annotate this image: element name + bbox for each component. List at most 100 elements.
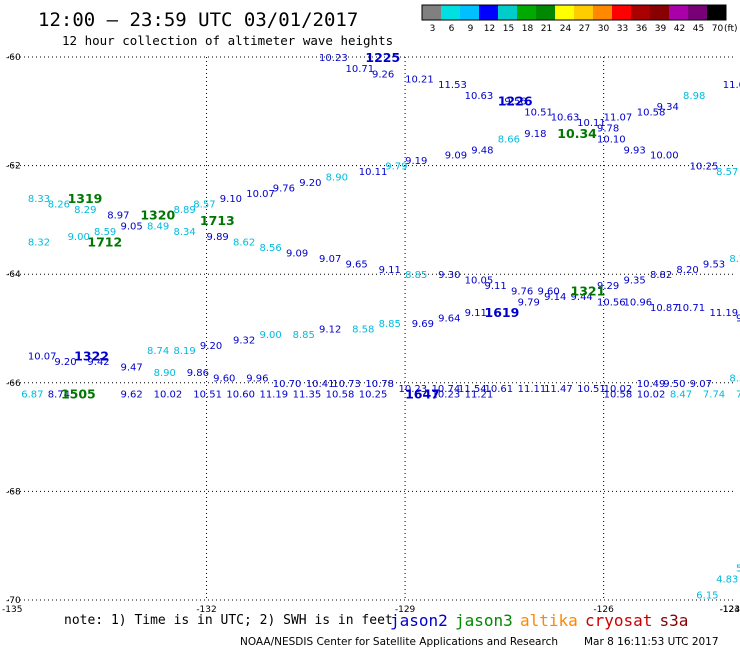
wave-height-point: 8.20 (676, 265, 698, 276)
wave-height-point: 10.00 (650, 151, 679, 162)
scale-swatch (460, 5, 479, 20)
pass-number-label: 1321 (571, 283, 606, 298)
wave-height-point: 11.19 (710, 308, 739, 319)
pass-number-label: 1505 (61, 387, 96, 402)
scale-swatch (517, 5, 536, 20)
wave-height-point: 9.76 (273, 183, 295, 194)
wave-height-point: 9.78 (597, 124, 619, 135)
wave-height-point: 10.07 (28, 352, 57, 363)
scale-swatch (669, 5, 688, 20)
wave-height-point: 8.34 (173, 227, 195, 238)
scale-label: 70 (712, 24, 724, 34)
wave-height-point: 11.53 (438, 80, 467, 91)
wave-height-point: 8.49 (147, 221, 169, 232)
legend-jason2: jason2 (390, 611, 448, 630)
wave-height-point: 10.63 (551, 113, 580, 124)
scale-label: 27 (579, 24, 590, 34)
wave-height-point: 9.65 (346, 259, 368, 270)
scale-label: 45 (693, 24, 704, 34)
wave-height-point: 8.29 (74, 205, 96, 216)
wave-height-point: 10.23 (319, 53, 348, 64)
wave-height-point: 8.26 (48, 200, 70, 211)
wave-height-point: 9.32 (233, 335, 255, 346)
wave-height-point: 10.07 (246, 189, 275, 200)
wave-height-point: 8.57 (193, 200, 215, 211)
x-tick-label: -135 (2, 605, 22, 615)
pass-number-label: 1322 (74, 349, 109, 364)
wave-height-point: 9.79 (518, 297, 540, 308)
wave-height-point: 10.25 (690, 162, 719, 173)
wave-height-point: 10.25 (359, 390, 388, 401)
wave-height-point: 8.74 (48, 390, 70, 401)
wave-height-point: 9.00 (68, 232, 90, 243)
wave-height-point: 8.59 (94, 227, 116, 238)
wave-height-point: 9.10 (220, 194, 242, 205)
wave-height-point: 8.19 (173, 346, 195, 357)
scale-swatch (441, 5, 460, 20)
wave-height-point: 10.02 (637, 390, 666, 401)
wave-height-point: 7.65 (736, 390, 740, 401)
wave-height-point: 9.30 (438, 270, 460, 281)
wave-height-point: 9.60 (537, 286, 559, 297)
pass-number-label: 1712 (87, 235, 122, 250)
wave-height-point: 10.87 (650, 303, 679, 314)
wave-height-point: 9.47 (121, 363, 143, 374)
wave-height-point: 9.19 (405, 156, 427, 167)
pass-number-label: 1320 (140, 207, 175, 222)
wave-height-point: 9.53 (703, 259, 725, 270)
scale-label: 9 (468, 24, 474, 34)
wave-height-point: 9.07 (319, 254, 341, 265)
wave-height-point: 8.33 (28, 194, 50, 205)
scale-swatch (650, 5, 669, 20)
wave-height-point: 8.66 (498, 134, 520, 145)
wave-height-point: 9.05 (121, 221, 143, 232)
wave-height-point: 10.05 (465, 276, 494, 287)
wave-height-point: 4.83 (716, 574, 738, 585)
wave-height-point: 10.71 (346, 64, 375, 75)
wave-height-point: 11.47 (544, 384, 573, 395)
wave-height-point: 10.41 (306, 379, 335, 390)
wave-height-point: 10.74 (432, 384, 461, 395)
y-tick-label: -62 (6, 162, 21, 172)
scale-swatch (612, 5, 631, 20)
wave-height-point: 9.60 (213, 373, 235, 384)
wave-height-point: 8.82 (650, 270, 672, 281)
wave-height-point: 10.70 (273, 379, 302, 390)
scale-label: 42 (674, 24, 685, 34)
wave-height-point: 8.97 (107, 210, 129, 221)
pass-number-label: 1225 (365, 50, 400, 65)
wave-height-point: 9.18 (524, 129, 546, 140)
pass-labels: 1225122612271620161913191320171317121321… (61, 50, 606, 402)
scale-swatch (574, 5, 593, 20)
wave-height-point: 10.21 (405, 75, 434, 86)
wave-height-point: 9.50 (663, 379, 685, 390)
scale-swatch (707, 5, 726, 20)
wave-height-point: 9.14 (544, 292, 566, 303)
wave-height-point: 9.48 (471, 145, 493, 156)
wave-height-point: 10.56 (597, 297, 626, 308)
wave-height-point: 9.42 (87, 357, 109, 368)
wave-height-point: 9.86 (187, 368, 209, 379)
wave-height-point: 10.23 (398, 384, 427, 395)
wave-height-point: 9.76 (511, 286, 533, 297)
wave-height-point: 11.11 (518, 384, 547, 395)
wave-height-point: 10.73 (332, 379, 361, 390)
wave-height-point: 8.71 (729, 254, 740, 265)
legend-altika: altika (520, 611, 578, 630)
y-tick-label: -66 (6, 379, 21, 389)
footer-timestamp: Mar 8 16:11:53 UTC 2017 (584, 636, 719, 648)
axis-ticks: -60 -62 -64 -66 -68 -70-135 -132 -129 -126 -123-1… (2, 53, 740, 615)
wave-height-point: 8.90 (154, 368, 176, 379)
scale-swatch (555, 5, 574, 20)
wave-height-point: 11.08 (723, 80, 740, 91)
pass-number-label: 1319 (68, 191, 103, 206)
scale-swatch (479, 5, 498, 20)
legend-jason3: jason3 (455, 611, 513, 630)
wave-height-point: 10.49 (637, 379, 666, 390)
wave-height-point: 9.41 (736, 314, 740, 325)
scale-frame (421, 4, 727, 21)
scale-swatch (422, 5, 441, 20)
wave-height-point: 10.02 (604, 384, 633, 395)
pass-number-label: 1226 (498, 93, 533, 108)
